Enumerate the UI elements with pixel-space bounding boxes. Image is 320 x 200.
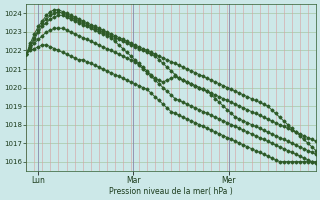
X-axis label: Pression niveau de la mer( hPa ): Pression niveau de la mer( hPa ) [109, 187, 233, 196]
